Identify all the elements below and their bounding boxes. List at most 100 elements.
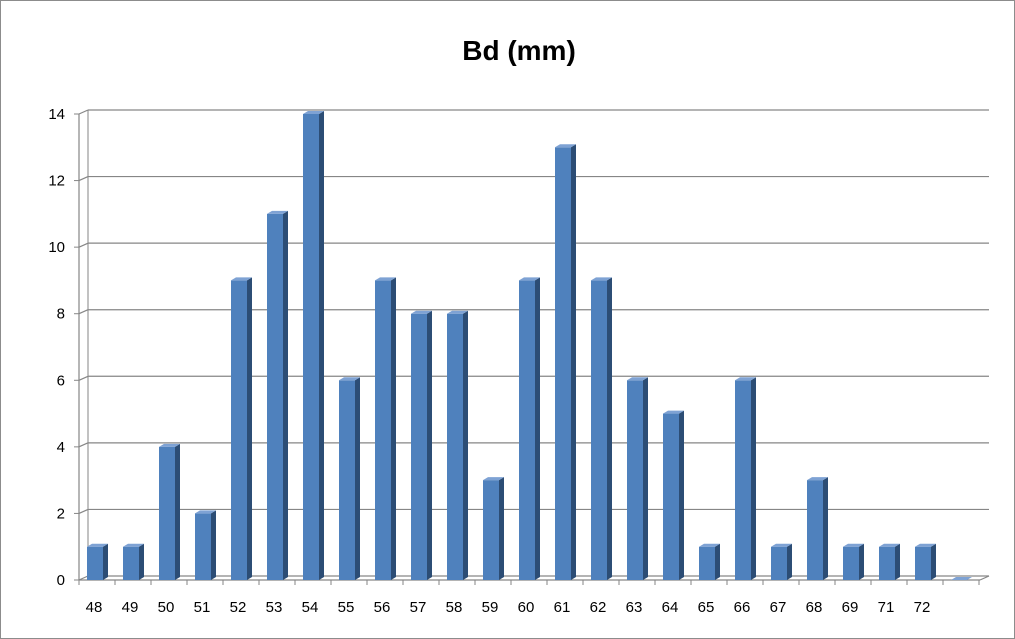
bar — [123, 543, 144, 580]
bar-top — [519, 277, 540, 281]
bar — [87, 543, 108, 580]
bar-front — [699, 546, 715, 580]
bar-front — [483, 480, 499, 580]
bar-top — [879, 543, 900, 547]
bar-side — [895, 543, 900, 580]
bar — [591, 277, 612, 580]
bar-side — [175, 443, 180, 580]
x-tick-label: 55 — [338, 599, 355, 616]
bar — [375, 277, 396, 580]
bar-top — [303, 111, 324, 114]
gridline-slant — [78, 109, 89, 115]
bar-top — [231, 277, 252, 281]
bar-side — [355, 377, 360, 580]
x-tick-label: 61 — [554, 599, 571, 616]
y-tick-label: 10 — [48, 239, 65, 256]
bar-front — [843, 546, 859, 580]
x-tick-label: 65 — [698, 599, 715, 616]
bar-side — [679, 410, 684, 580]
bar-side — [319, 111, 324, 580]
x-tick-label: 59 — [482, 599, 499, 616]
bar-front — [267, 213, 283, 580]
gridline-slant — [78, 309, 89, 315]
x-tick-label: 50 — [158, 599, 175, 616]
bar — [951, 577, 972, 580]
x-tick-label: 66 — [734, 599, 751, 616]
bar-side — [859, 543, 864, 580]
bar-front — [231, 280, 247, 580]
bar-front — [807, 480, 823, 580]
x-tick-label: 60 — [518, 599, 535, 616]
y-tick-label: 6 — [57, 372, 65, 389]
bar-top — [627, 377, 648, 381]
x-tick-label: 52 — [230, 599, 247, 616]
x-tick-label: 54 — [302, 599, 319, 616]
bar-top — [375, 277, 396, 281]
bar-front — [879, 546, 895, 580]
x-tick-label: 71 — [878, 599, 895, 616]
bar-side — [463, 310, 468, 580]
x-tick-label: 48 — [86, 599, 103, 616]
x-tick-label: 68 — [806, 599, 823, 616]
bar — [735, 377, 756, 580]
x-axis-edge — [979, 575, 990, 581]
y-tick-label: 14 — [48, 106, 65, 123]
bar-side — [139, 543, 144, 580]
gridline-slant — [78, 442, 89, 448]
bar-side — [103, 543, 108, 580]
bar-top — [195, 510, 216, 514]
bar — [663, 410, 684, 580]
y-tick-label: 4 — [57, 439, 65, 456]
bar — [447, 310, 468, 580]
bar-front — [195, 513, 211, 580]
bar-front — [303, 114, 319, 580]
bar-side — [571, 144, 576, 581]
bar-top — [915, 543, 936, 547]
y-tick-labels: 0 2 4 6 8 10 12 14 — [48, 106, 65, 589]
bar-front — [627, 380, 643, 580]
bar — [555, 144, 576, 581]
bar — [267, 210, 288, 580]
bar-top — [447, 310, 468, 314]
bar-front — [735, 380, 751, 580]
x-tick-label: 67 — [770, 599, 787, 616]
bar-side — [535, 277, 540, 580]
bar-front — [411, 313, 427, 580]
x-tick-label: 72 — [914, 599, 931, 616]
gridline-slant — [78, 242, 89, 248]
gridline-slant — [78, 375, 89, 381]
bar — [159, 443, 180, 580]
bar-side — [427, 310, 432, 580]
bar-top — [87, 543, 108, 547]
bars — [87, 111, 972, 581]
bar-side — [607, 277, 612, 580]
bar-front — [159, 446, 175, 580]
bar-front — [375, 280, 391, 580]
gridline-slant — [78, 176, 89, 182]
bar-top — [591, 277, 612, 281]
bar — [627, 377, 648, 580]
bar-top — [411, 310, 432, 314]
bar-side — [391, 277, 396, 580]
bar-top — [123, 543, 144, 547]
bar — [843, 543, 864, 580]
x-tick-label: 62 — [590, 599, 607, 616]
bar — [699, 543, 720, 580]
x-tick-label: 49 — [122, 599, 139, 616]
bar — [771, 543, 792, 580]
y-tick-label: 2 — [57, 505, 65, 522]
bar-top — [807, 477, 828, 481]
bar-top — [267, 210, 288, 214]
bar-top — [843, 543, 864, 547]
bar-top — [483, 477, 504, 481]
x-tick-labels: 48 49 50 51 52 53 54 55 56 57 58 59 60 61 62 63 64 65 66 67… — [86, 599, 931, 616]
gridline-slant — [78, 575, 89, 581]
bar-front — [591, 280, 607, 580]
bar-front — [915, 546, 931, 580]
bar-top — [555, 144, 576, 148]
bar — [339, 377, 360, 580]
bar — [195, 510, 216, 580]
bar-front — [771, 546, 787, 580]
